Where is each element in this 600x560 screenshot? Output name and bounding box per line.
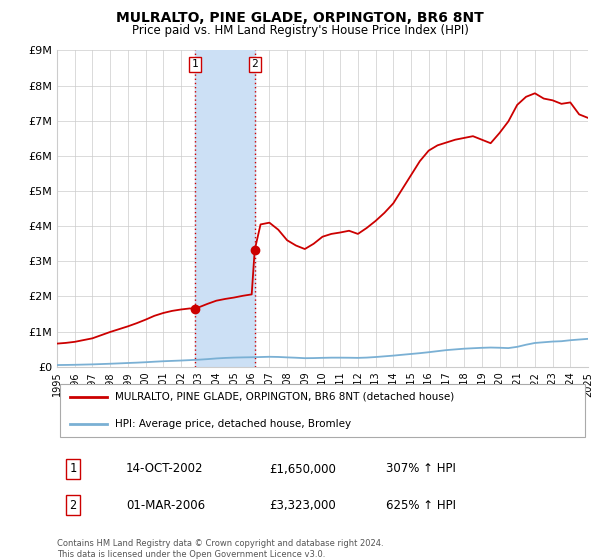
Bar [195,50,255,367]
Text: 2: 2 [251,59,258,69]
Text: £1,650,000: £1,650,000 [269,463,336,475]
Text: 307% ↑ HPI: 307% ↑ HPI [386,463,456,475]
Text: £3,323,000: £3,323,000 [269,499,336,512]
Text: Price paid vs. HM Land Registry's House Price Index (HPI): Price paid vs. HM Land Registry's House … [131,24,469,36]
Text: 625% ↑ HPI: 625% ↑ HPI [386,499,456,512]
Text: 1: 1 [70,463,76,475]
Text: MULRALTO, PINE GLADE, ORPINGTON, BR6 8NT: MULRALTO, PINE GLADE, ORPINGTON, BR6 8NT [116,11,484,25]
Text: HPI: Average price, detached house, Bromley: HPI: Average price, detached house, Brom… [115,419,352,429]
FancyBboxPatch shape [59,384,586,437]
Text: This data is licensed under the Open Government Licence v3.0.: This data is licensed under the Open Gov… [57,550,325,559]
Text: 01-MAR-2006: 01-MAR-2006 [126,499,205,512]
Text: 14-OCT-2002: 14-OCT-2002 [126,463,203,475]
Text: MULRALTO, PINE GLADE, ORPINGTON, BR6 8NT (detached house): MULRALTO, PINE GLADE, ORPINGTON, BR6 8NT… [115,391,455,402]
Text: 1: 1 [191,59,198,69]
Text: 2: 2 [70,499,76,512]
Text: Contains HM Land Registry data © Crown copyright and database right 2024.: Contains HM Land Registry data © Crown c… [57,539,383,548]
